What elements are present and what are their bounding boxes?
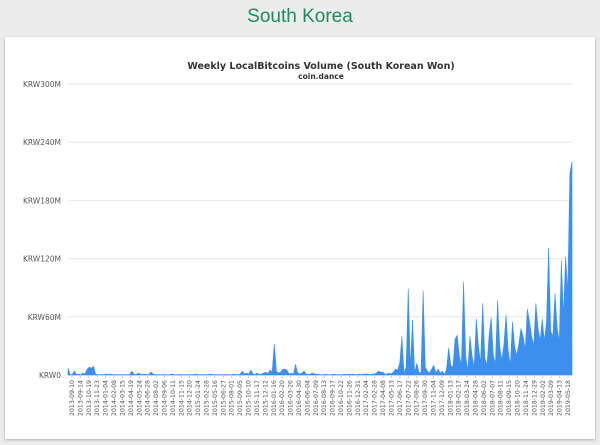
x-tick-label: 2017-02-28 (372, 380, 379, 416)
x-tick-label: 2016-12-31 (355, 380, 362, 416)
x-axis: 2013-09-10 2013-09-14 2013-10-19 2013-11-23… (69, 375, 572, 416)
x-tick-label: 2013-11-23 (94, 380, 101, 416)
y-tick-label: KRW0 (39, 371, 61, 380)
x-tick-label: 2017-04-08 (380, 380, 387, 416)
x-tick-label: 2016-06-04 (304, 380, 311, 416)
x-tick-label: 2018-10-20 (515, 380, 522, 416)
x-tick-label: 2016-08-13 (321, 380, 328, 416)
x-tick-label: 2016-07-09 (313, 380, 320, 416)
x-tick-label: 2015-08-01 (229, 380, 236, 416)
x-tick-label: 2015-09-05 (237, 380, 244, 416)
x-tick-label: 2013-09-10 (69, 380, 76, 416)
x-tick-label: 2019-03-09 (548, 380, 555, 416)
x-tick-label: 2017-02-04 (363, 380, 370, 416)
x-tick-label: 2017-08-26 (414, 380, 421, 416)
x-tick-label: 2014-01-04 (103, 380, 110, 416)
y-tick-label: KRW120M (23, 255, 61, 264)
x-tick-label: 2016-02-20 (279, 380, 286, 416)
x-tick-label: 2014-02-08 (111, 380, 118, 416)
x-tick-label: 2015-12-12 (262, 380, 269, 416)
y-tick-label: KRW300M (23, 80, 61, 89)
x-tick-label: 2017-05-13 (388, 380, 395, 416)
x-tick-label: 2018-12-29 (531, 380, 538, 416)
chart-subtitle: coin.dance (298, 72, 344, 81)
x-tick-label: 2013-10-19 (86, 380, 93, 416)
x-tick-label: 2015-05-16 (212, 380, 219, 416)
x-tick-label: 2018-11-24 (523, 380, 530, 416)
page-title: South Korea (247, 6, 353, 27)
x-tick-label: 2019-02-02 (540, 380, 547, 416)
x-tick-label: 2014-09-06 (161, 380, 168, 416)
x-tick-label: 2016-09-17 (330, 380, 337, 416)
x-tick-label: 2018-04-28 (473, 380, 480, 416)
volume-chart: Weekly LocalBitcoins Volume (South Korea… (23, 61, 573, 416)
x-tick-label: 2016-10-22 (338, 380, 345, 416)
x-tick-label: 2014-08-02 (153, 380, 160, 416)
y-tick-label: KRW60M (28, 313, 61, 322)
x-tick-label: 2016-01-16 (271, 380, 278, 416)
series-area (67, 161, 573, 376)
x-tick-label: 2015-10-10 (246, 380, 253, 416)
x-tick-label: 2016-04-30 (296, 380, 303, 416)
x-tick-label: 2014-05-24 (136, 380, 143, 416)
x-tick-label: 2019-04-13 (557, 380, 564, 416)
x-tick-label: 2014-11-15 (178, 380, 185, 416)
x-tick-label: 2018-02-17 (456, 380, 463, 416)
x-tick-label: 2014-06-28 (145, 380, 152, 416)
x-tick-label: 2018-07-07 (489, 380, 496, 416)
y-tick-label: KRW240M (23, 138, 61, 147)
x-tick-label: 2019-05-18 (565, 380, 572, 416)
x-tick-label: 2018-09-15 (506, 380, 513, 416)
chart-card: Weekly LocalBitcoins Volume (South Korea… (5, 37, 595, 439)
y-axis: KRW0 KRW60M KRW120M KRW180M KRW240M KRW300M (23, 80, 61, 380)
x-tick-label: 2017-06-17 (397, 380, 404, 416)
x-tick-label: 2015-01-24 (195, 380, 202, 416)
x-tick-label: 2013-09-14 (77, 380, 84, 416)
x-tick-label: 2017-11-04 (430, 380, 437, 416)
x-tick-label: 2014-04-19 (128, 380, 135, 416)
x-tick-label: 2014-03-15 (119, 380, 126, 416)
x-tick-label: 2015-06-27 (220, 380, 227, 416)
x-tick-label: 2016-11-26 (346, 380, 353, 416)
x-tick-label: 2018-08-11 (498, 380, 505, 416)
x-tick-label: 2015-11-17 (254, 380, 261, 416)
chart-title: Weekly LocalBitcoins Volume (South Korea… (187, 61, 454, 72)
x-tick-label: 2015-02-28 (204, 380, 211, 416)
x-tick-label: 2017-07-22 (405, 380, 412, 416)
x-tick-label: 2017-09-30 (422, 380, 429, 416)
x-tick-label: 2018-06-02 (481, 380, 488, 416)
x-tick-label: 2014-10-11 (170, 380, 177, 416)
y-tick-label: KRW180M (23, 196, 61, 205)
x-tick-label: 2014-12-20 (187, 380, 194, 416)
volume-area (67, 161, 573, 376)
x-tick-label: 2016-03-26 (288, 380, 295, 416)
x-tick-label: 2017-12-09 (439, 380, 446, 416)
x-tick-label: 2018-03-24 (464, 380, 471, 416)
x-tick-label: 2018-01-13 (447, 380, 454, 416)
